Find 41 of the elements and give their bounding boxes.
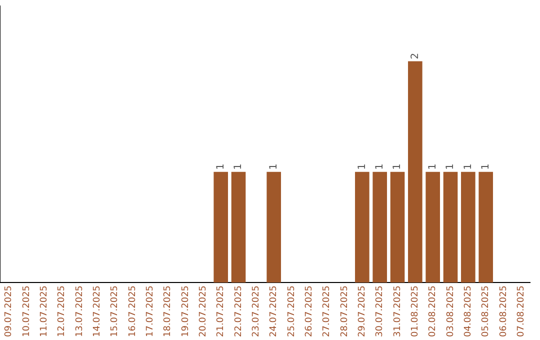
data-label: 1: [462, 164, 474, 170]
x-tick-label: 19.07.2025: [180, 285, 191, 337]
x-tick-label: 24.07.2025: [269, 285, 280, 337]
data-label: 1: [480, 164, 492, 170]
x-tick-label: 14.07.2025: [92, 285, 103, 337]
x-tick-label: 27.07.2025: [322, 285, 332, 337]
x-tick-label: 16.07.2025: [128, 285, 138, 337]
data-label: 1: [374, 164, 386, 170]
x-tick-label: 09.07.2025: [4, 285, 14, 337]
data-label: 1: [233, 164, 244, 170]
x-tick-label: 01.08.2025: [410, 285, 421, 337]
x-tick-label: 18.07.2025: [163, 285, 174, 337]
x-tick-label: 26.07.2025: [304, 285, 315, 337]
data-label: 1: [427, 164, 438, 170]
data-label: 1: [215, 164, 226, 170]
x-tick-label: 15.07.2025: [110, 285, 120, 337]
data-label: 1: [392, 164, 404, 170]
x-tick-label: 22.07.2025: [234, 285, 244, 337]
data-label: 1: [356, 164, 368, 170]
x-tick-label: 21.07.2025: [216, 285, 226, 337]
data-label: 1: [445, 164, 456, 170]
x-tick-label: 25.07.2025: [286, 285, 297, 337]
x-tick-label: 12.07.2025: [57, 285, 68, 337]
x-tick-label: 02.08.2025: [428, 285, 438, 337]
x-tick-label: 30.07.2025: [375, 285, 386, 337]
x-tick-label: 28.07.2025: [340, 285, 350, 337]
x-tick-label: 13.07.2025: [74, 285, 85, 337]
x-tick-label: 03.08.2025: [446, 285, 456, 337]
x-tick-label: 06.08.2025: [498, 285, 509, 337]
x-tick-label: 05.08.2025: [481, 285, 492, 337]
x-tick-label: 17.07.2025: [146, 285, 156, 337]
x-tick-label: 20.07.2025: [198, 285, 209, 337]
x-tick-label: 29.07.2025: [358, 285, 368, 337]
x-tick-label: 07.08.2025: [516, 285, 527, 337]
x-tick-label: 23.07.2025: [252, 285, 262, 337]
x-tick-label: 04.08.2025: [464, 285, 474, 337]
x-tick-label: 10.07.2025: [22, 285, 32, 337]
data-label: 2: [410, 52, 421, 60]
x-tick-label: 11.07.2025: [40, 285, 50, 337]
x-tick-label: 31.07.2025: [392, 285, 403, 337]
data-label: 1: [268, 164, 280, 170]
